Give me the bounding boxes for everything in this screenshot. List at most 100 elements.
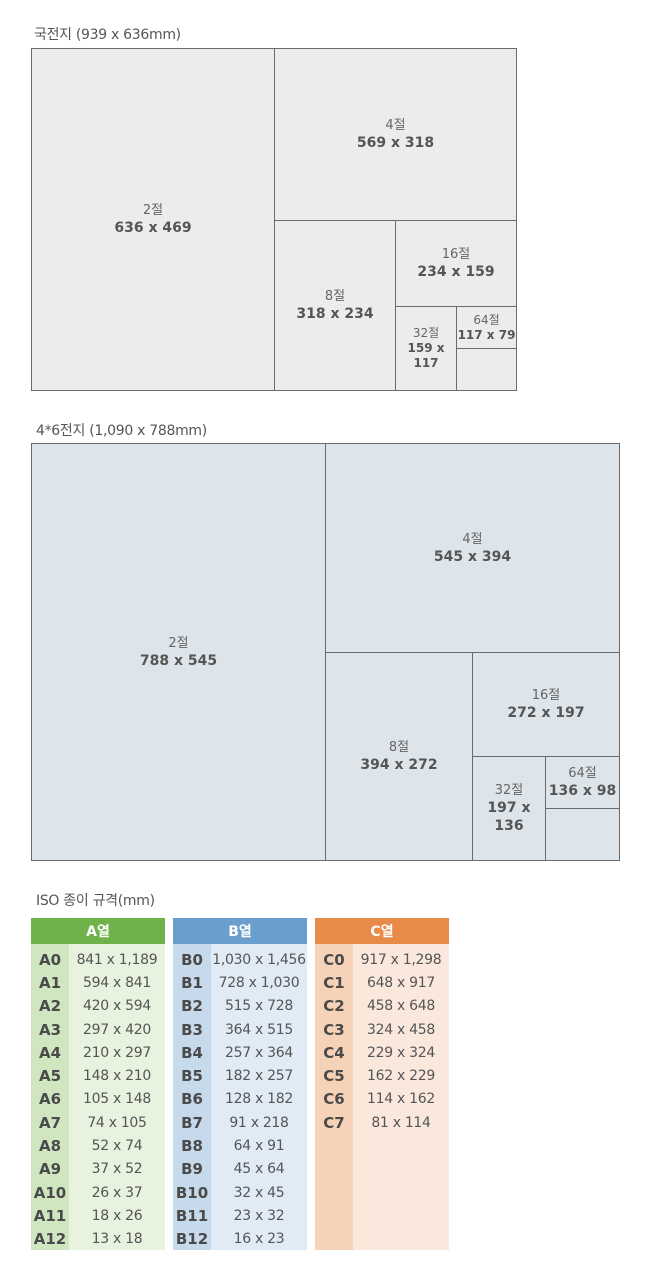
paper-size-code: C3 [323, 1020, 345, 1039]
paper-size-dimension: 458 x 648 [367, 998, 435, 1015]
sheet-a-cut-2: 2절 636 x 469 [31, 48, 275, 391]
paper-size-dimension: 364 x 515 [225, 1021, 293, 1038]
paper-size-dimension: 23 x 32 [233, 1207, 285, 1224]
paper-size-dimension: 297 x 420 [83, 1021, 151, 1038]
paper-size-code: C4 [323, 1043, 345, 1062]
paper-size-code: C2 [323, 997, 345, 1016]
iso-b-row: B10 32 x 45 [173, 1181, 307, 1204]
cut-dimension: 159 x 117 [407, 341, 445, 370]
paper-size-dimension: 210 x 297 [83, 1044, 151, 1061]
paper-size-dimension: 32 x 45 [233, 1184, 285, 1201]
sheet-a-cut-64: 64절 117 x 79 [456, 306, 517, 349]
iso-a-row: A4 210 x 297 [31, 1041, 165, 1064]
paper-size-code: A9 [38, 1160, 62, 1179]
iso-a-row: A6 105 x 148 [31, 1088, 165, 1111]
paper-size-code: A8 [38, 1137, 62, 1156]
paper-size-dimension: 162 x 229 [367, 1068, 435, 1085]
paper-size-code: C7 [323, 1113, 345, 1132]
paper-size-code: A11 [33, 1206, 67, 1225]
iso-a-series-table: A열 A0 841 x 1,189 A1 594 x 841 A2 420 x 594 A3… [31, 918, 165, 1250]
sheet-b-diagram: 2절 788 x 545 4절 545 x 394 8절 394 x 272 1… [31, 443, 620, 861]
cut-dimension: 234 x 159 [417, 264, 495, 280]
paper-size-dimension: 148 x 210 [83, 1068, 151, 1085]
paper-size-code: A5 [38, 1067, 62, 1086]
paper-size-code: A1 [38, 973, 62, 992]
cut-dimension: 136 x 98 [548, 783, 617, 799]
iso-b-series-table: B열 B0 1,030 x 1,456 B1 728 x 1,030 B2 515 x 7… [173, 918, 307, 1250]
paper-size-code: B5 [181, 1067, 203, 1086]
sheet-b-title: 4*6전지 (1,090 x 788mm) [36, 423, 207, 439]
paper-size-dimension: 594 x 841 [83, 974, 151, 991]
iso-b-row: B11 23 x 32 [173, 1204, 307, 1227]
iso-a-row: A5 148 x 210 [31, 1064, 165, 1087]
paper-size-dimension: 74 x 105 [87, 1114, 147, 1131]
paper-size-code: B10 [175, 1183, 209, 1202]
iso-a-row: A11 18 x 26 [31, 1204, 165, 1227]
paper-size-code: A6 [38, 1090, 62, 1109]
paper-size-dimension: 257 x 364 [225, 1044, 293, 1061]
cut-dimension: 117 x 79 [457, 327, 516, 342]
iso-c-row: C5 162 x 229 [315, 1064, 449, 1087]
iso-b-row: B0 1,030 x 1,456 [173, 948, 307, 971]
cut-dimension: 318 x 234 [296, 306, 374, 322]
iso-b-row: B2 515 x 728 [173, 995, 307, 1018]
paper-size-code: A7 [38, 1113, 62, 1132]
sheet-b-cut-8: 8절 394 x 272 [325, 652, 473, 861]
iso-title: ISO 종이 규격(mm) [36, 893, 155, 909]
paper-size-code: B12 [175, 1230, 209, 1249]
cut-dimension: 788 x 545 [139, 652, 218, 669]
paper-size-dimension: 64 x 91 [233, 1138, 285, 1155]
cut-label: 4절 [385, 118, 406, 133]
paper-size-code: B3 [181, 1020, 203, 1039]
iso-b-row: B5 182 x 257 [173, 1064, 307, 1087]
cut-dimension: 272 x 197 [507, 705, 585, 721]
iso-b-body: B0 1,030 x 1,456 B1 728 x 1,030 B2 515 x 728 B… [173, 944, 307, 1250]
iso-a-row: A0 841 x 1,189 [31, 948, 165, 971]
paper-size-dimension: 45 x 64 [233, 1161, 285, 1178]
cut-label: 64절 [568, 766, 597, 781]
sheet-b-cut-2: 2절 788 x 545 [31, 443, 326, 861]
paper-size-dimension: 26 x 37 [91, 1184, 143, 1201]
paper-size-code: A2 [38, 997, 62, 1016]
iso-c-row: C2 458 x 648 [315, 995, 449, 1018]
cut-label: 64절 [473, 312, 500, 327]
paper-size-dimension: 114 x 162 [367, 1091, 435, 1108]
paper-size-dimension: 324 x 458 [367, 1021, 435, 1038]
sheet-a-cut-64-blank [456, 348, 517, 391]
paper-size-dimension: 841 x 1,189 [76, 951, 158, 968]
iso-a-row: A12 13 x 18 [31, 1228, 165, 1251]
paper-size-dimension: 37 x 52 [91, 1161, 143, 1178]
sheet-b-cut-64: 64절 136 x 98 [545, 756, 620, 809]
cut-dimension: 569 x 318 [356, 135, 435, 151]
cut-label: 4절 [462, 531, 483, 547]
iso-c-series-table: C열 C0 917 x 1,298 C1 648 x 917 C2 458 x 648 C3… [315, 918, 449, 1250]
cut-label: 2절 [142, 203, 164, 218]
iso-b-row: B9 45 x 64 [173, 1158, 307, 1181]
cut-label: 2절 [168, 635, 189, 651]
cut-dimension: 636 x 469 [114, 220, 192, 236]
paper-size-code: A12 [33, 1230, 67, 1249]
iso-a-row: A8 52 x 74 [31, 1134, 165, 1157]
sheet-a-title: 국전지 (939 x 636mm) [34, 27, 181, 43]
sheet-b-cut-4: 4절 545 x 394 [325, 443, 620, 653]
paper-size-code: C6 [323, 1090, 345, 1109]
paper-size-code: C0 [323, 950, 345, 969]
iso-a-row: A7 74 x 105 [31, 1111, 165, 1134]
sheet-b-cut-16: 16절 272 x 197 [472, 652, 620, 757]
paper-size-dimension: 81 x 114 [371, 1114, 431, 1131]
paper-size-code: B1 [181, 973, 203, 992]
iso-a-row: A1 594 x 841 [31, 971, 165, 994]
paper-size-dimension: 182 x 257 [225, 1068, 293, 1085]
paper-size-code: B0 [181, 950, 203, 969]
cut-dimension: 545 x 394 [433, 548, 512, 565]
paper-size-code: B6 [181, 1090, 203, 1109]
paper-size-dimension: 917 x 1,298 [360, 951, 442, 968]
paper-size-code: B9 [181, 1160, 203, 1179]
paper-size-code: A0 [38, 950, 62, 969]
paper-size-dimension: 105 x 148 [83, 1091, 151, 1108]
paper-size-code: C1 [323, 973, 345, 992]
paper-size-dimension: 728 x 1,030 [218, 974, 300, 991]
cut-dimension: 197 x 136 [487, 800, 531, 834]
iso-c-row: C6 114 x 162 [315, 1088, 449, 1111]
iso-c-row: C4 229 x 324 [315, 1041, 449, 1064]
